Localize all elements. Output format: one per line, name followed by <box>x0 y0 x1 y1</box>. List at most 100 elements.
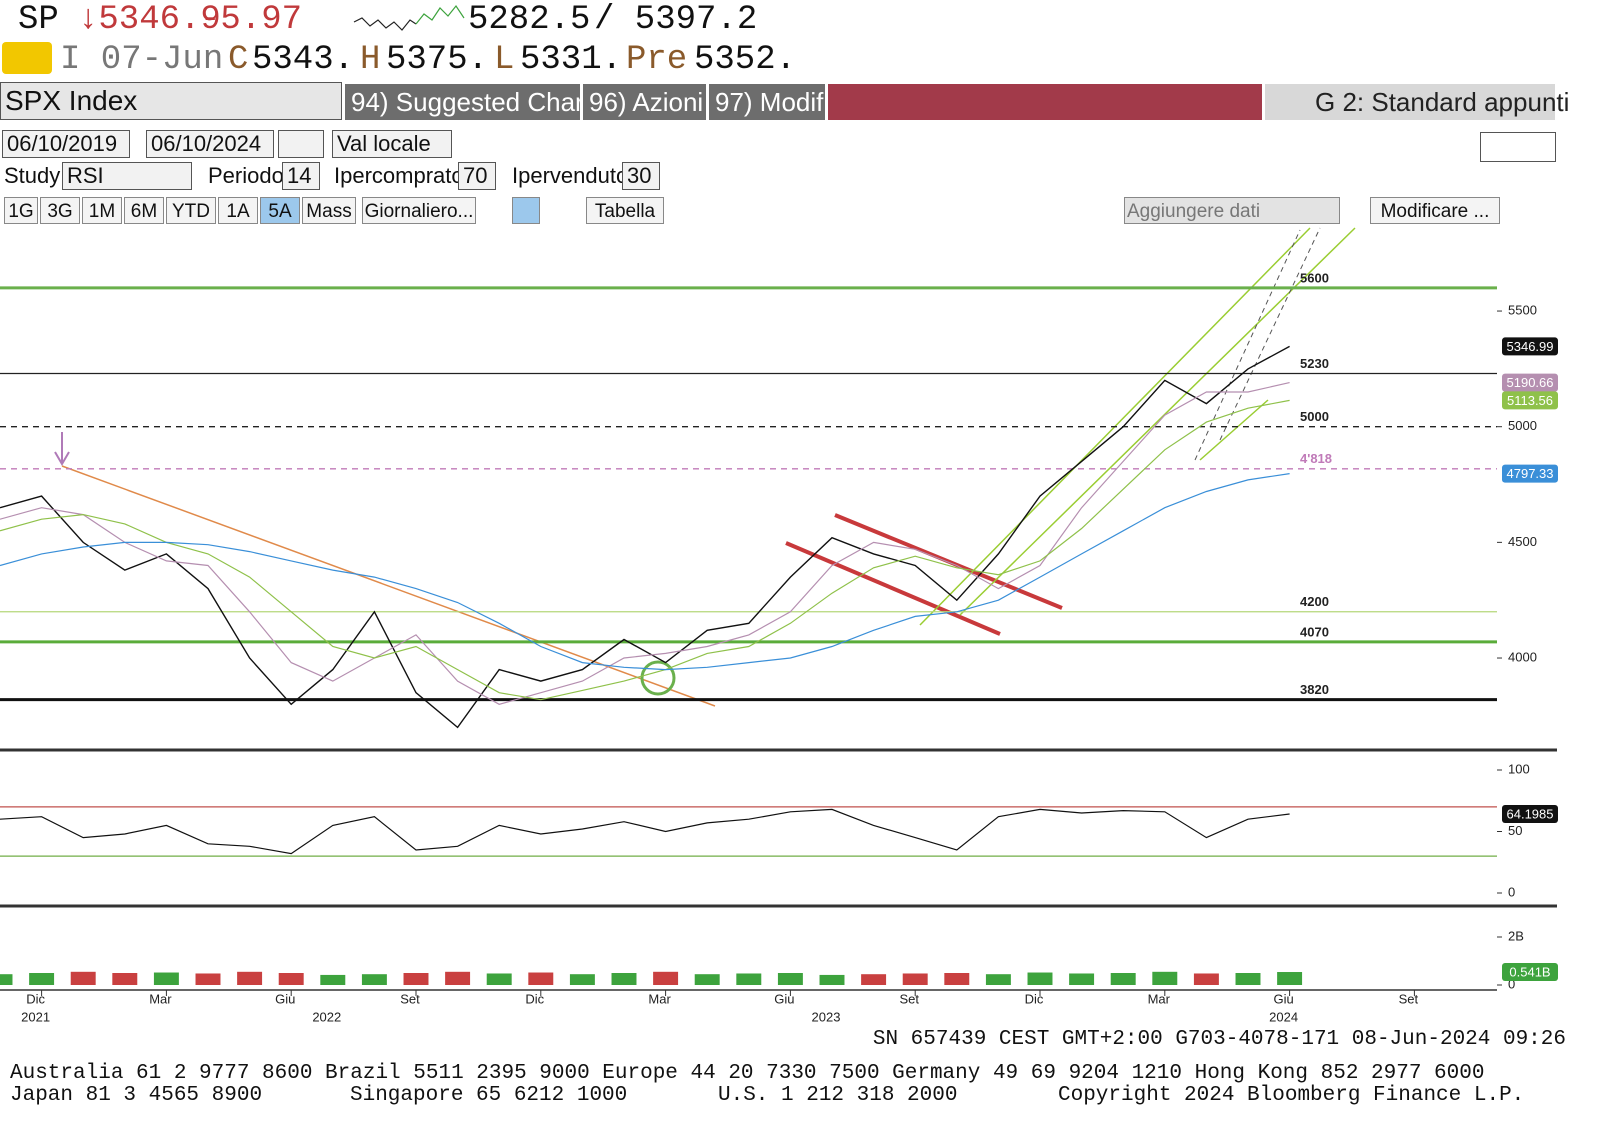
level-label: 5230 <box>1300 356 1329 371</box>
highlight-circle <box>640 660 676 696</box>
close-tag: C <box>228 41 249 79</box>
volume-bar <box>1069 973 1095 985</box>
trend-line <box>1194 229 1301 461</box>
range-button[interactable]: 1A <box>218 197 258 224</box>
period[interactable]: 14 <box>282 162 320 190</box>
study-label: Study <box>4 163 61 188</box>
moving-average <box>0 473 1290 671</box>
volume-bar <box>486 973 512 985</box>
range-button[interactable]: 5A <box>260 197 300 224</box>
moving-average <box>0 382 1290 705</box>
range-low: 5282.5 <box>468 1 591 39</box>
year-label: 2021 <box>21 1009 50 1024</box>
volume-bar <box>445 971 471 985</box>
volume-bar <box>569 974 595 985</box>
speed-icon[interactable] <box>2 42 52 74</box>
arrow <box>54 451 70 466</box>
moving-average <box>0 399 1290 701</box>
tab[interactable]: 94) Suggested Charts ▾ <box>345 84 624 120</box>
price-line <box>0 345 1290 729</box>
volume-bar <box>1110 973 1136 985</box>
undo-redo[interactable] <box>1480 132 1556 162</box>
volume-bar <box>736 973 762 985</box>
currency[interactable]: Val locale <box>332 130 452 158</box>
volume-bar <box>653 971 679 985</box>
value-badge <box>1502 805 1558 824</box>
y-tick-label: 4000 <box>1508 649 1537 664</box>
y-tick-label: 50 <box>1508 823 1522 838</box>
low: 5331. <box>520 41 623 79</box>
study[interactable]: RSI <box>62 162 192 190</box>
volume-bar <box>361 974 387 985</box>
ticker: SP <box>18 1 59 39</box>
level-label: 3820 <box>1300 682 1329 697</box>
x-tick-label: Mar <box>648 991 671 1006</box>
high-tag: H <box>360 41 381 79</box>
range-button[interactable]: 1M <box>82 197 122 224</box>
range-button[interactable]: 3G <box>40 197 80 224</box>
range-high: / 5397.2 <box>594 1 758 39</box>
nav-buttons[interactable] <box>278 130 324 158</box>
x-tick-label: Giu <box>1273 991 1293 1006</box>
date-to[interactable]: 06/10/2024 <box>146 130 274 158</box>
x-tick-label: Set <box>899 991 919 1006</box>
y-tick-label: 0 <box>1508 976 1515 991</box>
oversold-label: Ipervenduto <box>512 163 629 188</box>
add-data[interactable]: Aggiungere dati <box>1124 197 1340 224</box>
channel-line <box>1199 399 1269 461</box>
chart-type[interactable] <box>512 197 540 224</box>
pre: 5352. <box>694 41 797 79</box>
pre-tag: Pre <box>626 41 688 79</box>
oversold[interactable]: 30 <box>622 162 660 190</box>
tab[interactable]: 96) Azioni ▾ <box>583 84 723 120</box>
volume-bar <box>278 973 304 985</box>
security-field[interactable]: SPX Index <box>0 82 342 120</box>
year-label: 2023 <box>812 1009 841 1024</box>
period-label: Periodo <box>208 163 284 188</box>
y-tick-label: 2B <box>1508 928 1524 943</box>
volume-bar <box>528 972 554 985</box>
volume-bar <box>611 973 637 985</box>
volume-bar <box>1027 972 1053 985</box>
range-button[interactable]: 6M <box>124 197 164 224</box>
volume-bar <box>1152 971 1178 985</box>
date-from[interactable]: 06/10/2019 <box>2 130 130 158</box>
phone-us: U.S. 1 212 318 2000 <box>718 1084 958 1107</box>
y-tick-label: 0 <box>1508 884 1515 899</box>
frequency[interactable]: Giornaliero... <box>362 197 476 224</box>
volume-bar <box>902 973 928 985</box>
table-button[interactable]: Tabella <box>586 197 664 224</box>
edit-button[interactable]: Modificare ... <box>1370 197 1500 224</box>
value-badge-label: 5346.99 <box>1507 339 1554 354</box>
high: 5375. <box>386 41 489 79</box>
range-button[interactable]: Mass <box>302 197 356 224</box>
volume-bar <box>153 972 179 985</box>
volume-bar <box>237 971 263 985</box>
session-info: SN 657439 CEST GMT+2:00 G703-4078-171 08… <box>872 1028 1566 1051</box>
tab[interactable]: 97) Modif ▾ <box>709 84 844 120</box>
value-badge-label: 5113.56 <box>1507 393 1553 408</box>
trend-line <box>61 465 716 707</box>
value-badge-label: 0.541B <box>1509 964 1550 979</box>
y-tick-label: 5500 <box>1508 302 1537 317</box>
volume-bar <box>112 973 138 985</box>
volume-bar <box>0 974 13 985</box>
copyright: Copyright 2024 Bloomberg Finance L.P. <box>1058 1084 1525 1107</box>
year-label: 2022 <box>312 1009 341 1024</box>
y-tick-label: 100 <box>1508 761 1530 776</box>
low-tag: L <box>494 41 515 79</box>
price-line <box>0 808 1290 855</box>
level-label: 5000 <box>1300 409 1329 424</box>
level-label: 4200 <box>1300 594 1329 609</box>
range-button[interactable]: YTD <box>166 197 216 224</box>
template[interactable]: G 2: Standard appunti <box>1265 84 1569 120</box>
volume-bar <box>819 974 845 985</box>
year-label: 2024 <box>1269 1009 1298 1024</box>
volume-bar <box>694 974 720 985</box>
phone-line: Australia 61 2 9777 8600 Brazil 5511 239… <box>10 1062 1485 1085</box>
overbought[interactable]: 70 <box>458 162 496 190</box>
date: I 07-Jun <box>60 41 224 79</box>
range-button[interactable]: 1G <box>4 197 38 224</box>
phone-singapore: Singapore 65 6212 1000 <box>350 1084 628 1107</box>
volume-bar <box>861 974 887 985</box>
